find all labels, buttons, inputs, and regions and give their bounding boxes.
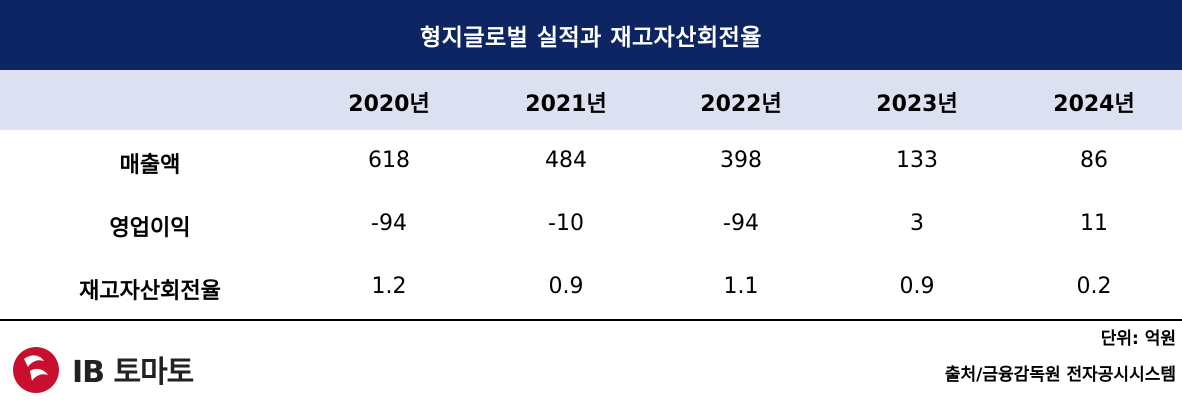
table-title: 형지글로벌 실적과 재고자산회전율	[0, 0, 1182, 70]
table-cell: 1.1	[723, 274, 759, 299]
table-cell: 1.2	[371, 274, 407, 299]
column-header: 2023년	[876, 92, 958, 117]
table-cell: 0.9	[899, 274, 935, 299]
row-label: 매출액	[119, 153, 181, 178]
row-label: 재고자산회전율	[79, 279, 221, 304]
table-bottom-divider	[0, 319, 1182, 321]
table-cell: -94	[723, 211, 759, 236]
table-cell: 86	[1080, 148, 1108, 173]
table-cell: -10	[548, 211, 584, 236]
table-cell: 0.2	[1076, 274, 1112, 299]
logo-text: IB 토마토	[72, 355, 194, 390]
row-label: 영업이익	[109, 216, 191, 241]
ib-tomato-logo: IB 토마토	[10, 341, 194, 397]
table-cell: 133	[896, 148, 938, 173]
table-cell: 618	[368, 148, 410, 173]
column-header: 2020년	[348, 92, 430, 117]
unit-note: 단위: 억원	[1100, 329, 1176, 349]
table-cell: -94	[371, 211, 407, 236]
table-cell: 11	[1080, 211, 1108, 236]
table-row: 재고자산회전율 1.2 0.9 1.1 0.9 0.2	[0, 256, 1182, 318]
table-cell: 484	[545, 148, 587, 173]
table-cell: 0.9	[548, 274, 584, 299]
column-header: 2022년	[700, 92, 782, 117]
column-header: 2024년	[1053, 92, 1135, 117]
table-row: 영업이익 -94 -10 -94 3 11	[0, 193, 1182, 255]
tomato-logo-icon	[13, 347, 59, 393]
column-header: 2021년	[525, 92, 607, 117]
table-cell: 3	[910, 211, 924, 236]
table-header-row: 2020년 2021년 2022년 2023년 2024년	[0, 70, 1182, 130]
table-row: 매출액 618 484 398 133 86	[0, 130, 1182, 192]
table-cell: 398	[720, 148, 762, 173]
source-note: 출처/금융감독원 전자공시시스템	[944, 365, 1176, 385]
